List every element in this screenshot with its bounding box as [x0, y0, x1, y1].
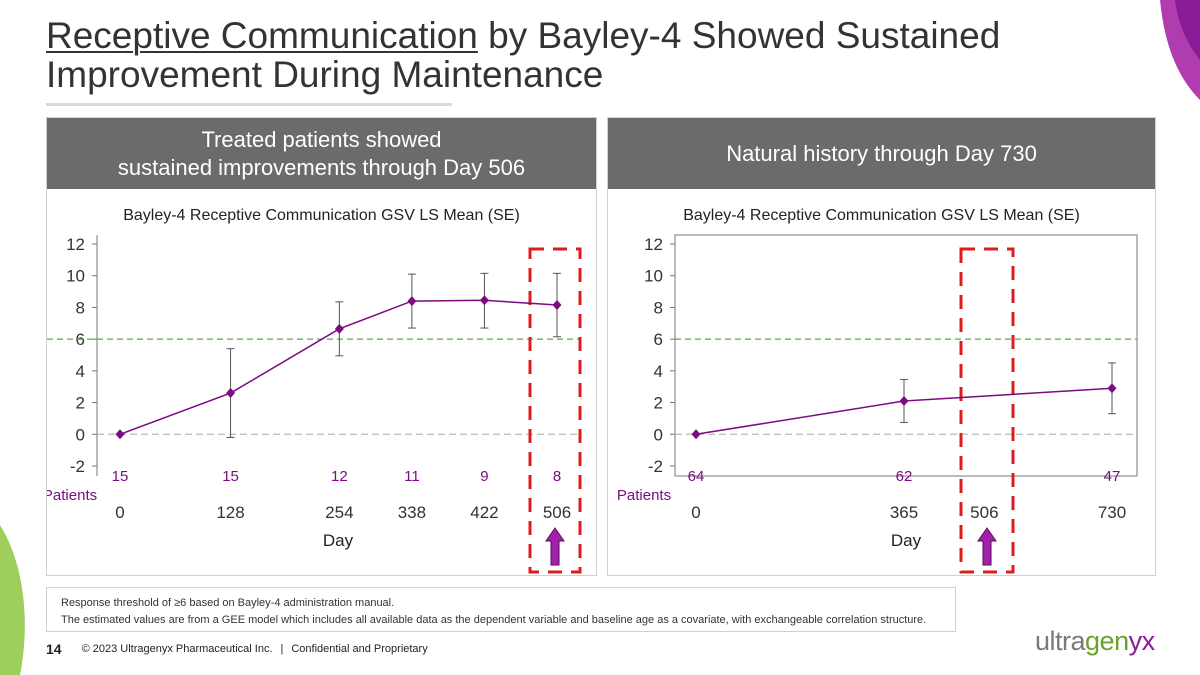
- title-divider: [46, 103, 452, 106]
- y-tick-label: 8: [654, 298, 663, 317]
- patient-count: 47: [1104, 468, 1121, 485]
- patients-label: Patients: [47, 487, 97, 504]
- x-tick-label: 254: [325, 503, 353, 522]
- y-tick-label: -2: [648, 457, 663, 476]
- y-tick-label: 0: [654, 425, 663, 444]
- data-point-day-0: [115, 429, 125, 440]
- patient-count: 64: [688, 468, 705, 485]
- x-tick-label: 128: [216, 503, 244, 522]
- highlight-box-day-506: [959, 247, 1015, 574]
- patient-count: 11: [404, 468, 420, 485]
- y-tick-label: 12: [644, 235, 663, 254]
- y-tick-label: 10: [66, 267, 85, 286]
- treated-header-line1: Treated patients showed: [201, 126, 442, 152]
- x-tick-label: 730: [1098, 503, 1126, 522]
- footnote-line2: The estimated values are from a GEE mode…: [61, 614, 927, 626]
- patient-count: 62: [896, 468, 913, 485]
- y-tick-label: 6: [654, 330, 663, 349]
- patient-count: 15: [112, 468, 129, 485]
- data-point-day-338: [407, 296, 417, 307]
- y-tick-label: 4: [654, 362, 663, 381]
- chart-title: Bayley-4 Receptive Communication GSV LS …: [123, 207, 520, 224]
- data-point-day-730: [1107, 383, 1117, 394]
- patient-count: 12: [331, 468, 348, 485]
- footer: 14 © 2023 Ultragenyx Pharmaceutical Inc.…: [46, 641, 428, 657]
- data-point-day-422: [479, 295, 489, 306]
- confidential-text: Confidential and Proprietary: [291, 643, 428, 655]
- footnote-box: Response threshold of ≥6 based on Bayley…: [46, 587, 956, 632]
- chart-title: Bayley-4 Receptive Communication GSV LS …: [683, 207, 1080, 224]
- treated-chart: Bayley-4 Receptive Communication GSV LS …: [47, 207, 582, 574]
- x-axis-label: Day: [891, 531, 922, 550]
- leaf-decoration: [0, 525, 25, 675]
- patients-label: Patients: [617, 487, 671, 504]
- y-tick-label: 0: [76, 425, 85, 444]
- patient-count: 9: [480, 468, 488, 485]
- y-tick-label: 4: [76, 362, 85, 381]
- y-tick-label: 8: [76, 298, 85, 317]
- footer-separator: |: [280, 643, 284, 655]
- natural-history-header-text: Natural history through Day 730: [726, 140, 1037, 166]
- x-tick-label: 338: [398, 503, 426, 522]
- treated-panel: Treated patients showed sustained improv…: [46, 117, 597, 576]
- logo-part1: ultra: [1035, 626, 1086, 656]
- patient-count: 8: [553, 468, 561, 485]
- y-tick-label: 2: [654, 394, 663, 413]
- natural-history-chart: Bayley-4 Receptive Communication GSV LS …: [617, 207, 1138, 574]
- copyright-text: © 2023 Ultragenyx Pharmaceutical Inc.: [81, 643, 273, 655]
- corner-decoration: [1160, 0, 1200, 100]
- ultragenyx-logo: ultragenyx: [1035, 626, 1155, 657]
- natural-history-panel-header: Natural history through Day 730: [608, 118, 1155, 189]
- title-underlined: Receptive Communication: [46, 15, 478, 56]
- data-point-day-0: [691, 429, 701, 440]
- y-tick-label: -2: [70, 457, 85, 476]
- title-rest: by Bayley-4 Showed Sustained Improvement…: [46, 15, 1001, 95]
- x-axis-label: Day: [323, 531, 354, 550]
- y-tick-label: 2: [76, 394, 85, 413]
- logo-part4: x: [1141, 626, 1156, 656]
- logo-part2: gen: [1085, 626, 1129, 656]
- data-point-day-506: [552, 300, 562, 311]
- natural-history-panel: Natural history through Day 730 Bayley-4…: [607, 117, 1156, 576]
- plot-frame: [674, 234, 1138, 477]
- series-line: [119, 299, 558, 435]
- page-title: Receptive Communication by Bayley-4 Show…: [46, 16, 1046, 94]
- page-number: 14: [46, 641, 62, 657]
- x-tick-label: 0: [115, 503, 124, 522]
- highlight-arrow: [545, 527, 565, 566]
- treated-header-line2: sustained improvements through Day 506: [117, 154, 526, 180]
- treated-panel-header: Treated patients showed sustained improv…: [47, 118, 596, 189]
- data-point-day-128: [226, 388, 236, 399]
- x-tick-label: 506: [543, 503, 571, 522]
- x-tick-label: 0: [691, 503, 700, 522]
- x-tick-label: 422: [470, 503, 498, 522]
- data-point-day-254: [334, 323, 344, 334]
- highlight-box-day-506: [528, 247, 582, 574]
- y-tick-label: 10: [644, 267, 663, 286]
- logo-part3: y: [1128, 626, 1143, 656]
- x-tick-label: 365: [890, 503, 918, 522]
- y-tick-label: 12: [66, 235, 85, 254]
- footnote-line1: Response threshold of ≥6 based on Bayley…: [61, 597, 395, 609]
- highlight-arrow: [977, 527, 997, 566]
- data-point-day-365: [899, 395, 909, 406]
- x-tick-label: 506: [970, 503, 998, 522]
- patient-count: 15: [222, 468, 239, 485]
